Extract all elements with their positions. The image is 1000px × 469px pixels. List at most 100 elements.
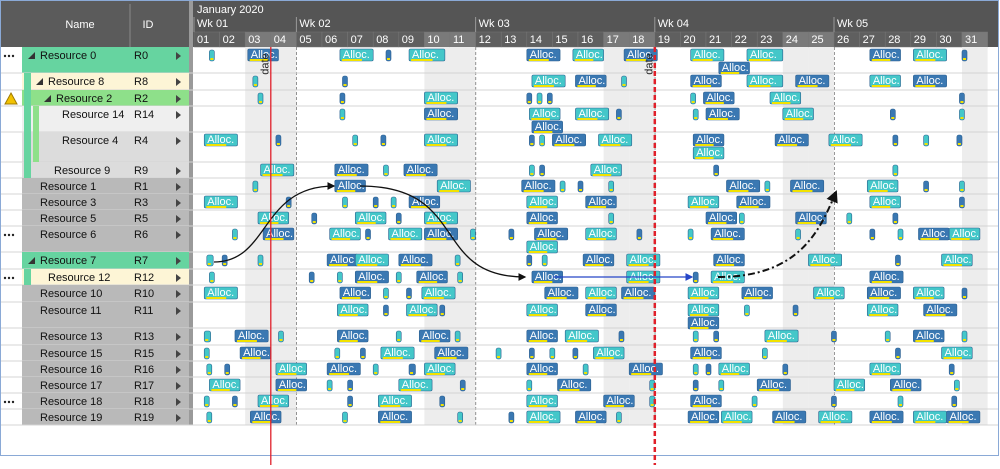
resource-id: R7 [134,255,148,267]
expand-toggle[interactable] [36,78,43,85]
allocation-underline [694,339,698,341]
allocation-underline [650,388,654,390]
allocation-underline [426,102,447,104]
allocation-underline [695,144,714,146]
allocation-label: Alloc. [811,254,838,266]
allocation-underline [869,297,890,299]
allocation-underline [205,404,209,406]
allocation-underline [426,118,447,120]
allocation-label: Alloc. [832,134,859,146]
resource-name: Resource 1 [40,181,96,193]
day-label: 13 [504,34,516,46]
allocation-underline [952,404,956,406]
more-dot [7,233,11,237]
allocation-label: Alloc. [696,134,723,146]
allocation-underline [836,389,855,391]
allocation-underline [400,389,421,391]
allocation-underline [384,313,388,315]
allocation-label: Alloc. [589,304,616,316]
allocation-underline [950,372,954,374]
allocation-underline [340,117,344,119]
allocation-label: Alloc. [530,304,557,316]
allocation-label: Alloc. [525,180,552,192]
allocation-underline [628,264,649,266]
allocation-label: Alloc. [578,75,605,87]
allocation-underline [262,174,283,176]
more-dot [11,233,15,237]
allocation-underline [915,85,936,87]
allocation-underline [206,206,227,208]
allocation-label: Alloc. [945,254,972,266]
allocation-underline [794,313,798,315]
allocation-label: Alloc. [694,347,721,359]
week-label: Wk 01 [197,18,228,30]
allocation-underline [870,237,874,239]
allocation-label: Alloc. [722,363,749,375]
allocation-underline [585,264,604,266]
expand-toggle[interactable] [44,95,51,102]
day-label: 14 [530,34,542,46]
allocation-underline [740,221,744,223]
allocation-label: Alloc. [873,271,900,283]
expand-toggle[interactable] [28,257,35,264]
id-cell [130,106,189,132]
day-label: 25 [811,34,823,46]
allocation-label: Alloc. [945,347,972,359]
more-dot [11,54,15,58]
allocation-underline [382,357,403,359]
tree-bar [24,90,31,106]
allocation-label: Alloc. [530,411,557,423]
allocation-underline [411,59,433,61]
id-cell [130,409,189,425]
resource-id: R12 [134,272,154,284]
day-label: 08 [376,34,388,46]
allocation-underline [759,389,780,391]
allocation-underline [871,421,892,423]
allocation-label: Alloc. [330,254,357,266]
allocation-underline [380,405,401,407]
allocation-underline [225,372,229,374]
resource-name: Resource 4 [62,135,118,147]
allocation-underline [276,143,280,145]
expand-toggle[interactable] [28,52,35,59]
allocation-underline [279,339,283,341]
allocation-label: Alloc. [243,347,270,359]
allocation-underline [899,404,902,406]
row-arrow [176,414,181,422]
tree-bar [24,106,31,132]
allocation-underline [587,314,607,316]
resource-name: Resource 9 [54,165,110,177]
allocation-label: Alloc. [338,164,365,176]
allocation-underline [397,280,401,282]
allocation-underline [713,238,734,240]
resource-name: Resource 3 [40,197,96,209]
allocation-underline [963,296,966,298]
allocation-underline [310,280,314,282]
resource-id: R17 [134,380,154,392]
allocation-underline [548,101,552,103]
allocation-underline [871,85,891,87]
allocation-underline [955,388,959,390]
allocation-underline [915,297,934,299]
name-cell [22,132,130,162]
allocation-underline [713,281,734,283]
allocation-label: Alloc. [253,411,280,423]
allocation-label: Alloc. [340,330,367,342]
allocation-label: Alloc. [714,228,741,240]
more-dot [3,233,7,237]
allocation-underline [384,173,388,175]
allocation-label: Alloc. [786,108,813,120]
row-arrow [176,199,181,207]
allocation-underline [924,143,928,145]
link [213,182,336,263]
allocation-underline [705,102,724,104]
row-arrow [176,52,181,60]
resource-id: R5 [134,213,148,225]
allocation-underline [361,356,365,358]
day-label: 03 [248,34,260,46]
allocation-underline [530,143,534,145]
allocation-label: Alloc. [530,241,557,253]
name-cell [22,361,130,377]
allocation-label: Alloc. [420,271,447,283]
allocation-underline [692,85,712,87]
